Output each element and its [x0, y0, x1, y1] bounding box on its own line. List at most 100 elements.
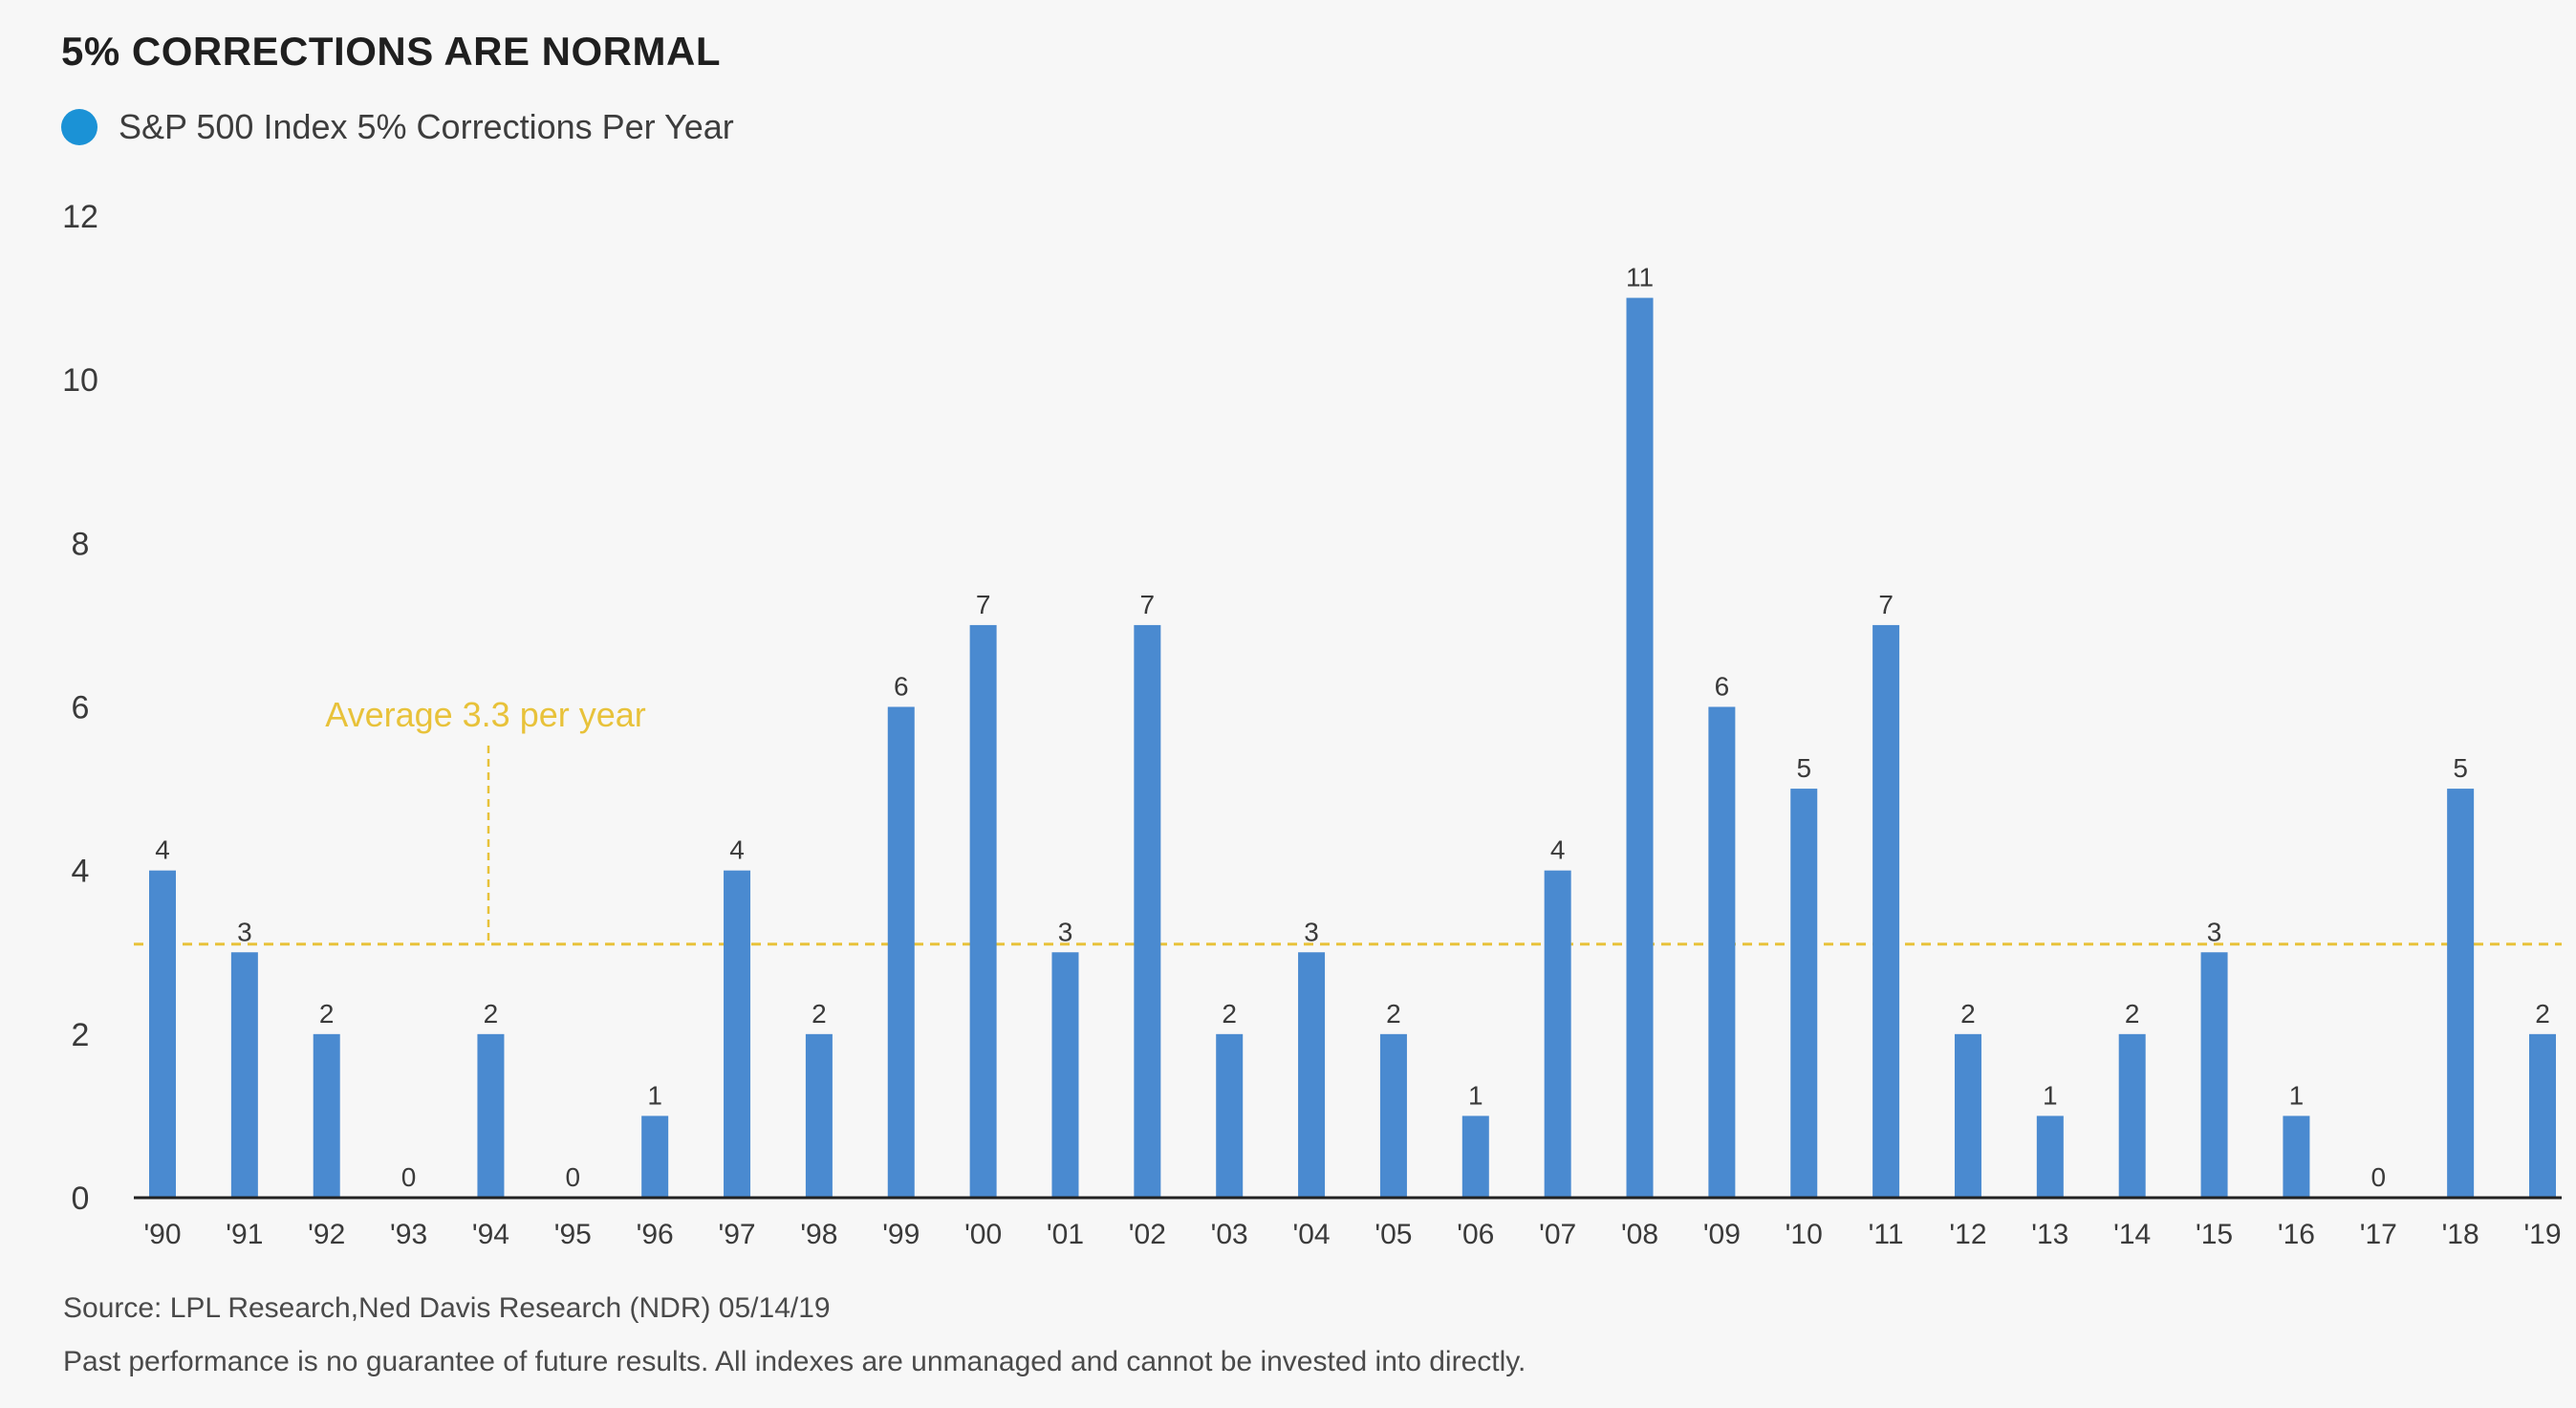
bar-value-label: 7 — [1140, 590, 1156, 619]
bar-value-label: 3 — [237, 917, 252, 946]
bar-value-label: 5 — [2453, 753, 2468, 783]
bar-value-label: 2 — [1960, 999, 1976, 1029]
x-tick-label: '12 — [1949, 1219, 1986, 1250]
bar — [1708, 706, 1736, 1198]
bar — [2200, 952, 2228, 1198]
chart-title: 5% CORRECTIONS ARE NORMAL — [61, 29, 721, 74]
x-tick-label: '05 — [1375, 1219, 1412, 1250]
x-tick-label: '93 — [390, 1219, 427, 1250]
x-tick-label: '04 — [1293, 1219, 1331, 1250]
y-tick-label: 4 — [72, 854, 90, 890]
bar-value-label: 5 — [1796, 753, 1811, 783]
bar-value-label: 2 — [1222, 999, 1237, 1029]
legend-label: S&P 500 Index 5% Corrections Per Year — [119, 107, 734, 146]
bar — [1379, 1033, 1407, 1198]
bar-value-label: 6 — [1715, 672, 1730, 702]
x-tick-label: '14 — [2113, 1219, 2151, 1250]
bar — [149, 870, 176, 1198]
bar — [1216, 1033, 1244, 1198]
bar-value-label: 3 — [2207, 917, 2222, 946]
x-tick-label: '94 — [472, 1219, 509, 1250]
x-tick-label: '19 — [2523, 1219, 2561, 1250]
bar — [1298, 952, 1326, 1198]
bar-value-label: 1 — [647, 1080, 662, 1110]
average-label: Average 3.3 per year — [325, 695, 646, 734]
bar — [1461, 1116, 1489, 1198]
x-tick-label: '92 — [308, 1219, 345, 1250]
x-axis: '90 '91 '92 '93 '94 '95 '96 '97 '98 '99 '00 '01 '02 '… — [134, 1196, 2562, 1250]
bar — [805, 1033, 833, 1198]
x-tick-label: '98 — [800, 1219, 837, 1250]
bar-value-label: 0 — [401, 1162, 417, 1192]
x-tick-label: '97 — [718, 1219, 755, 1250]
bar-value-label: 2 — [319, 999, 335, 1029]
x-tick-label: '15 — [2196, 1219, 2233, 1250]
bar-value-label: 6 — [894, 672, 909, 702]
bar — [313, 1033, 340, 1198]
bar — [1954, 1033, 1981, 1198]
bar — [641, 1116, 669, 1198]
x-tick-label: '11 — [1869, 1219, 1904, 1250]
bar — [1051, 952, 1079, 1198]
bar — [2447, 789, 2475, 1198]
bar — [230, 952, 258, 1198]
y-tick-label: 0 — [72, 1181, 90, 1217]
bar — [1790, 789, 1818, 1198]
x-tick-label: '08 — [1621, 1219, 1658, 1250]
y-tick-label: 8 — [72, 526, 90, 562]
bar-value-label: 1 — [1468, 1080, 1483, 1110]
x-tick-label: '06 — [1457, 1219, 1494, 1250]
bar — [2036, 1116, 2064, 1198]
x-tick-label: '90 — [143, 1219, 181, 1250]
x-tick-label: '17 — [2360, 1219, 2397, 1250]
y-tick-label: 6 — [72, 690, 90, 726]
x-tick-label: '01 — [1047, 1219, 1084, 1250]
bar — [969, 624, 997, 1198]
bar-value-label: 2 — [484, 999, 499, 1029]
bar — [2529, 1033, 2556, 1198]
x-tick-label: '18 — [2442, 1219, 2479, 1250]
bar-value-label: 3 — [1058, 917, 1073, 946]
x-tick-label: '99 — [882, 1219, 920, 1250]
disclaimer-note: Past performance is no guarantee of futu… — [63, 1346, 1526, 1377]
bar — [1544, 870, 1571, 1198]
source-note: Source: LPL Research,Ned Davis Research … — [63, 1292, 831, 1324]
bars: 4 3 2 0 2 0 1 4 2 6 7 3 7 2 3 2 1 4 11 6 5 7 2 1 2 3 1 0 5 2 — [149, 263, 2556, 1198]
bar-value-label: 3 — [1304, 917, 1319, 946]
bar-value-label: 0 — [566, 1162, 581, 1192]
x-tick-label: '00 — [964, 1219, 1002, 1250]
bar-value-label: 4 — [1550, 835, 1566, 865]
bar-value-label: 2 — [2125, 999, 2140, 1029]
bar-value-label: 4 — [729, 835, 745, 865]
bar-value-label: 7 — [1878, 590, 1894, 619]
x-tick-label: '96 — [637, 1219, 674, 1250]
bar-value-label: 1 — [2289, 1080, 2305, 1110]
bar-value-label: 7 — [976, 590, 991, 619]
x-tick-label: '07 — [1539, 1219, 1576, 1250]
bar-value-label: 11 — [1626, 263, 1654, 292]
average-reference: Average 3.3 per year — [134, 695, 2562, 946]
bar — [887, 706, 915, 1198]
bar-value-label: 4 — [155, 835, 170, 865]
bar — [1134, 624, 1161, 1198]
y-tick-label: 2 — [72, 1017, 90, 1053]
bar-value-label: 1 — [2043, 1080, 2058, 1110]
bar — [724, 870, 751, 1198]
y-tick-label: 10 — [62, 362, 98, 399]
bar-value-label: 0 — [2370, 1162, 2386, 1192]
x-tick-label: '03 — [1211, 1219, 1248, 1250]
x-tick-label: '02 — [1129, 1219, 1166, 1250]
bar — [1626, 297, 1654, 1198]
x-tick-label: '10 — [1786, 1219, 1823, 1250]
y-tick-label: 12 — [62, 199, 98, 235]
bar-value-label: 2 — [812, 999, 827, 1029]
y-axis: 0 2 4 6 8 10 12 — [62, 199, 98, 1217]
bar — [2283, 1116, 2310, 1198]
x-tick-label: '09 — [1703, 1219, 1741, 1250]
x-tick-label: '16 — [2278, 1219, 2315, 1250]
x-tick-label: '91 — [226, 1219, 263, 1250]
bar — [1872, 624, 1900, 1198]
bar — [2118, 1033, 2146, 1198]
x-tick-label: '95 — [554, 1219, 592, 1250]
